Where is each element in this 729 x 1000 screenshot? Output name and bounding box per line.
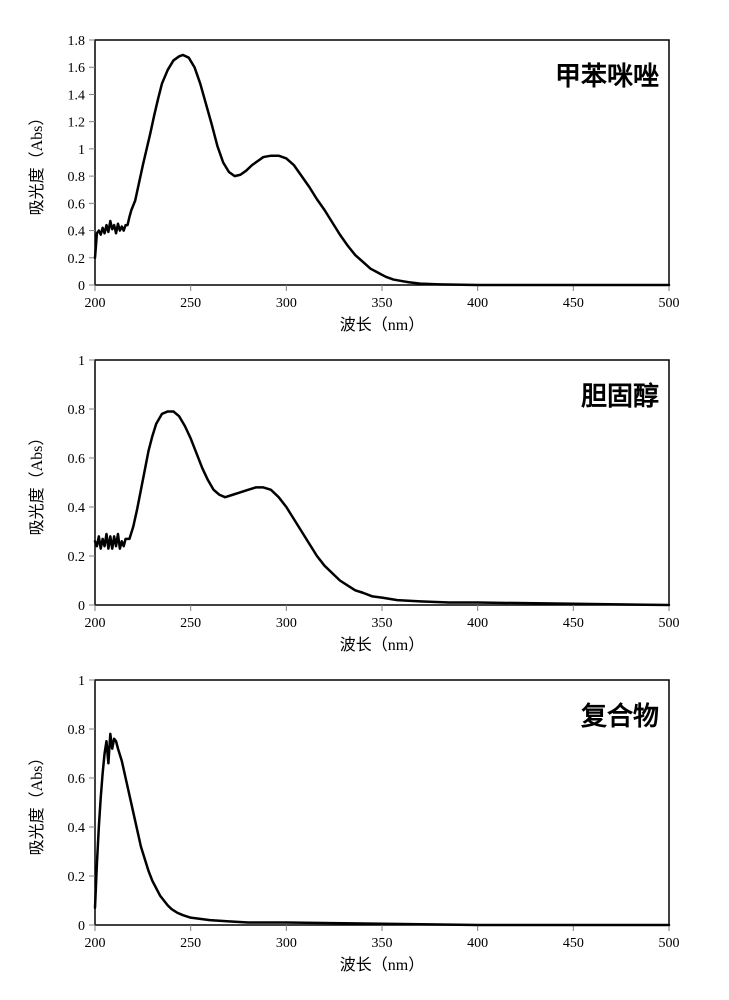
x-tick-label: 300 <box>276 616 297 631</box>
uv-vis-spectra-figure: 200 250 300 350 400 450 500 0 0.2 0.4 0.6 0.8 1 1.2 1.… <box>20 20 709 980</box>
y-tick-label: 0 <box>78 279 85 294</box>
x-tick-label: 500 <box>659 936 680 951</box>
y-tick-label: 1 <box>78 674 85 689</box>
y-axis-label: 吸光度（Abs） <box>28 110 46 216</box>
x-axis-label: 波长（nm） <box>340 636 424 654</box>
x-tick-label: 300 <box>276 936 297 951</box>
panel-title: 甲苯咪唑 <box>555 62 659 91</box>
y-tick-label: 0.4 <box>68 821 86 836</box>
y-tick-label: 0.2 <box>68 252 86 267</box>
y-tick-label: 0.8 <box>68 723 86 738</box>
y-tick-label: 0.8 <box>68 170 86 185</box>
x-tick-label: 350 <box>372 296 393 311</box>
x-tick-label: 450 <box>563 296 584 311</box>
y-tick-label: 0.6 <box>68 772 86 787</box>
x-tick-label: 500 <box>659 616 680 631</box>
y-tick-label: 0.2 <box>68 550 86 565</box>
y-tick-label: 0.8 <box>68 403 86 418</box>
y-axis-label: 吸光度（Abs） <box>28 750 46 856</box>
x-tick-label: 450 <box>563 936 584 951</box>
y-tick-label: 1.4 <box>68 88 86 103</box>
y-tick-label: 0 <box>78 919 85 934</box>
x-tick-label: 350 <box>372 616 393 631</box>
y-tick-label: 1.2 <box>68 116 86 131</box>
y-tick-label: 0.2 <box>68 870 86 885</box>
y-tick-label: 0.4 <box>68 225 86 240</box>
chart-panel: 200 250 300 350 400 450 500 0 0.2 0.4 0.6 0.8 1 波长（nm… <box>28 354 680 654</box>
x-tick-label: 400 <box>467 616 488 631</box>
x-tick-label: 300 <box>276 296 297 311</box>
x-tick-label: 500 <box>659 296 680 311</box>
x-tick-label: 200 <box>85 936 106 951</box>
panel-title: 复合物 <box>581 701 659 731</box>
spectra-svg: 200 250 300 350 400 450 500 0 0.2 0.4 0.6 0.8 1 1.2 1.… <box>20 20 709 980</box>
y-tick-label: 0.4 <box>68 501 86 516</box>
y-tick-label: 1.8 <box>68 34 86 49</box>
x-axis-label: 波长（nm） <box>340 316 424 334</box>
x-tick-label: 400 <box>467 296 488 311</box>
y-tick-label: 0.6 <box>68 197 86 212</box>
x-tick-label: 200 <box>85 616 106 631</box>
panel-title: 胆固醇 <box>581 381 659 411</box>
x-tick-label: 400 <box>467 936 488 951</box>
y-tick-label: 0.6 <box>68 452 86 467</box>
y-tick-label: 1.6 <box>68 61 86 76</box>
chart-panel: 200 250 300 350 400 450 500 0 0.2 0.4 0.6 0.8 1 1.2 1.… <box>28 34 680 334</box>
y-axis-label: 吸光度（Abs） <box>28 430 46 536</box>
y-tick-label: 0 <box>78 599 85 614</box>
spectrum-line <box>95 734 669 925</box>
y-tick-label: 1 <box>78 143 85 158</box>
x-tick-label: 250 <box>180 296 201 311</box>
x-tick-label: 200 <box>85 296 106 311</box>
x-tick-label: 250 <box>180 616 201 631</box>
chart-panel: 200 250 300 350 400 450 500 0 0.2 0.4 0.6 0.8 1 波长（nm… <box>28 674 680 974</box>
x-axis-label: 波长（nm） <box>340 956 424 974</box>
spectrum-line <box>95 411 669 605</box>
x-tick-label: 450 <box>563 616 584 631</box>
x-tick-label: 350 <box>372 936 393 951</box>
y-tick-label: 1 <box>78 354 85 369</box>
x-tick-label: 250 <box>180 936 201 951</box>
